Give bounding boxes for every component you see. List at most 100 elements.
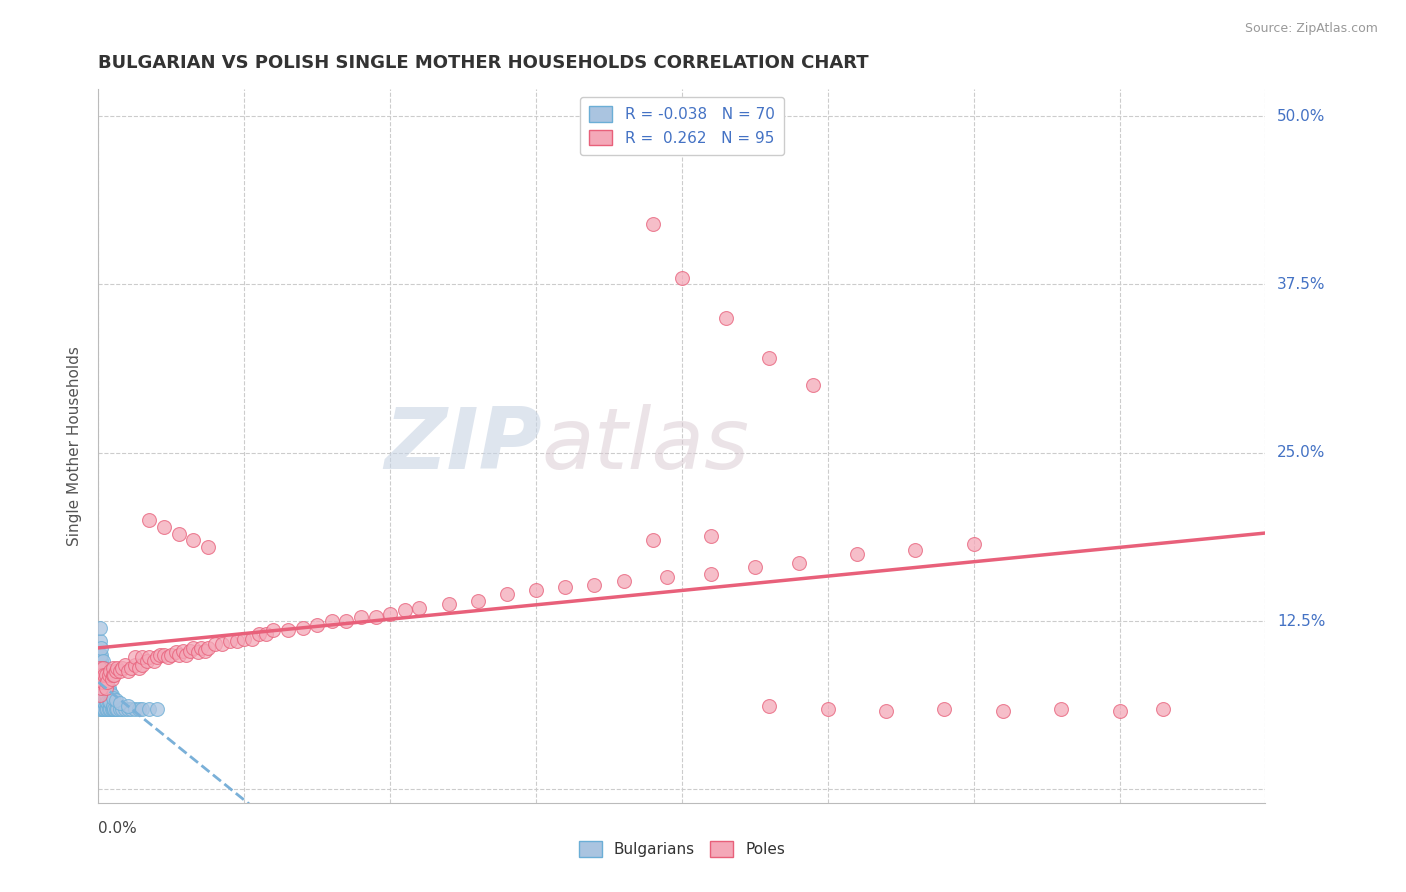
Point — [104, 693, 127, 707]
Point — [89, 681, 111, 696]
Point — [98, 685, 121, 699]
Point — [187, 645, 209, 659]
Point — [101, 701, 124, 715]
Point — [174, 648, 197, 662]
Point — [90, 661, 112, 675]
Point — [91, 688, 114, 702]
Point — [128, 701, 150, 715]
Point — [100, 701, 122, 715]
Point — [91, 655, 114, 669]
Point — [1152, 701, 1174, 715]
Point — [93, 688, 115, 702]
Text: BULGARIAN VS POLISH SINGLE MOTHER HOUSEHOLDS CORRELATION CHART: BULGARIAN VS POLISH SINGLE MOTHER HOUSEH… — [98, 54, 869, 72]
Point — [117, 701, 139, 715]
Point — [233, 632, 256, 646]
Point — [94, 674, 117, 689]
Point — [211, 637, 233, 651]
Point — [131, 650, 153, 665]
Point — [744, 560, 766, 574]
Point — [554, 580, 576, 594]
Point — [167, 526, 190, 541]
Point — [380, 607, 402, 622]
Point — [153, 520, 176, 534]
Point — [98, 695, 121, 709]
Point — [226, 634, 249, 648]
Point — [91, 701, 114, 715]
Point — [91, 661, 114, 675]
Point — [240, 632, 263, 646]
Point — [194, 643, 217, 657]
Point — [149, 648, 172, 662]
Point — [89, 648, 111, 662]
Point — [142, 655, 165, 669]
Point — [93, 701, 115, 715]
Point — [90, 674, 112, 689]
Text: 50.0%: 50.0% — [1277, 109, 1326, 124]
Point — [335, 614, 357, 628]
Point — [291, 621, 314, 635]
Point — [98, 664, 121, 678]
Point — [128, 661, 150, 675]
Point — [100, 688, 122, 702]
Point — [110, 664, 132, 678]
Point — [111, 701, 134, 715]
Point — [110, 701, 132, 715]
Point — [190, 640, 212, 655]
Point — [138, 650, 160, 665]
Point — [657, 569, 679, 583]
Point — [160, 648, 183, 662]
Point — [93, 681, 115, 696]
Point — [89, 661, 111, 675]
Point — [962, 537, 984, 551]
Point — [104, 701, 127, 715]
Point — [89, 701, 111, 715]
Point — [165, 645, 187, 659]
Point — [89, 634, 111, 648]
Point — [934, 701, 956, 715]
Point — [96, 677, 118, 691]
Point — [90, 655, 112, 669]
Point — [700, 566, 723, 581]
Point — [94, 701, 117, 715]
Point — [277, 624, 299, 638]
Point — [94, 695, 117, 709]
Point — [167, 648, 190, 662]
Point — [714, 311, 737, 326]
Point — [96, 701, 118, 715]
Point — [89, 661, 111, 675]
Point — [111, 661, 134, 675]
Y-axis label: Single Mother Households: Single Mother Households — [67, 346, 83, 546]
Point — [90, 655, 112, 669]
Point — [671, 270, 693, 285]
Text: atlas: atlas — [541, 404, 749, 488]
Point — [93, 661, 115, 675]
Text: 12.5%: 12.5% — [1277, 614, 1326, 629]
Point — [90, 701, 112, 715]
Text: ZIP: ZIP — [384, 404, 541, 488]
Point — [1050, 701, 1073, 715]
Point — [120, 701, 142, 715]
Point — [93, 668, 115, 682]
Point — [90, 688, 112, 702]
Point — [114, 701, 136, 715]
Point — [394, 603, 416, 617]
Point — [105, 701, 128, 715]
Point — [817, 701, 839, 715]
Point — [307, 618, 329, 632]
Point — [93, 695, 115, 709]
Point — [846, 547, 869, 561]
Point — [350, 610, 373, 624]
Point — [89, 688, 111, 702]
Point — [157, 650, 180, 665]
Point — [89, 668, 111, 682]
Text: 25.0%: 25.0% — [1277, 445, 1326, 460]
Point — [1108, 704, 1130, 718]
Point — [89, 695, 111, 709]
Point — [91, 674, 114, 689]
Point — [218, 634, 240, 648]
Text: 37.5%: 37.5% — [1277, 277, 1326, 292]
Point — [758, 698, 780, 713]
Point — [135, 655, 157, 669]
Point — [89, 621, 111, 635]
Point — [101, 668, 124, 682]
